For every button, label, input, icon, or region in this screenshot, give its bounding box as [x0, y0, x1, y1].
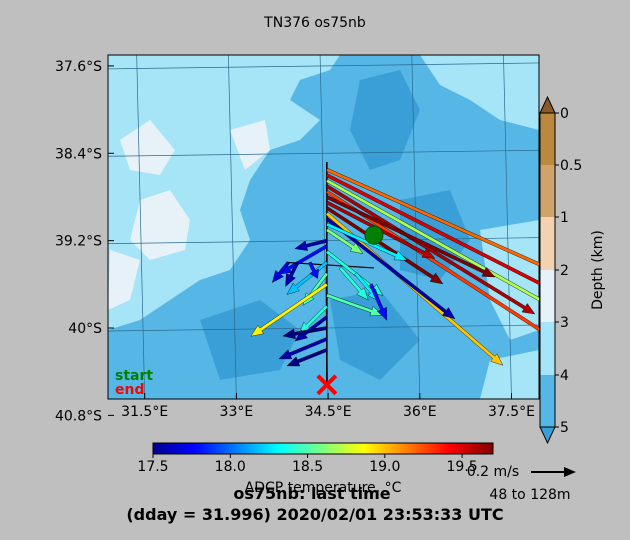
current-vector — [325, 222, 408, 261]
current-vector — [325, 184, 536, 315]
depth-colorbar-tick-label: 1 — [560, 210, 569, 226]
depth-colorbar: 0 0.5 1 2 3 4 5 — [539, 95, 582, 445]
temperature-colorbar-tick-label: 18.5 — [292, 459, 323, 475]
depth-colorbar-segment — [540, 165, 555, 217]
current-vector — [325, 228, 364, 254]
longitude-tick-label: 31.5°E — [121, 404, 168, 420]
longitude-tick-label: 34.5°E — [305, 404, 352, 420]
track-markers — [316, 225, 384, 396]
footer-line-2: (dday = 31.996) 2020/02/01 23:53:33 UTC — [126, 505, 503, 524]
end-marker — [316, 374, 338, 396]
chart-title: TN376 os75nb — [263, 15, 366, 31]
latitude-tick-labels: 37.6°S 38.4°S 39.2°S 40°S 40.8°S — [55, 59, 102, 424]
current-vector — [369, 283, 388, 321]
depth-colorbar-extend-bottom — [539, 426, 556, 445]
shallow-region-west — [108, 55, 340, 330]
current-vector — [325, 206, 444, 285]
depth-colorbar-segment — [540, 217, 555, 270]
track-line — [288, 261, 374, 269]
depth-colorbar-tick-label: 2 — [560, 263, 569, 279]
depth-colorbar-tick-label: 4 — [560, 368, 569, 384]
current-vector — [285, 261, 300, 287]
footer-line-1: os75nb: last time — [233, 484, 390, 503]
temperature-colorbar — [152, 442, 494, 455]
depth-colorbar-tick-label: 0.5 — [560, 158, 582, 174]
current-vector — [286, 348, 328, 367]
latitude-tick-label: 40.8°S — [55, 408, 102, 424]
current-vectors — [250, 167, 539, 367]
latitude-gridline — [108, 62, 539, 70]
depth-colorbar-tick-label: 0 — [560, 106, 569, 122]
latitude-gridline — [108, 149, 539, 157]
depth-colorbar-segment — [540, 375, 555, 427]
map-axis-ticks — [108, 65, 512, 416]
temperature-colorbar-ticks: 17.5 18.0 18.5 19.0 19.5 — [137, 454, 478, 475]
legend-start: start — [115, 368, 153, 384]
deep-region — [350, 70, 420, 170]
current-vector — [294, 238, 328, 251]
start-marker — [364, 225, 384, 245]
longitude-gridline — [411, 55, 421, 399]
longitude-gridline — [136, 55, 146, 399]
latitude-tick-label: 40°S — [68, 321, 102, 337]
depth-colorbar-tick-label: 3 — [560, 315, 569, 331]
shallow-region-northeast — [420, 55, 539, 130]
current-vector — [338, 266, 369, 301]
shallow-patch — [120, 120, 175, 175]
shallow-patch — [230, 120, 270, 170]
depth-colorbar-segment — [540, 270, 555, 322]
temperature-colorbar-tick-label: 18.0 — [215, 459, 246, 475]
depth-colorbar-label: Depth (km) — [590, 230, 606, 310]
latitude-tick-label: 37.6°S — [55, 59, 102, 75]
scale-arrow-label: 0.2 m/s — [467, 464, 519, 480]
latitude-tick-label: 39.2°S — [55, 234, 102, 250]
map-frame — [107, 54, 540, 400]
current-vector — [325, 167, 539, 267]
map-panel — [107, 54, 540, 400]
depth-colorbar-extend-top — [539, 95, 556, 114]
longitude-gridline — [503, 55, 512, 399]
depth-colorbar-tick-label: 5 — [560, 420, 569, 436]
shallow-patch — [108, 250, 140, 310]
longitude-gridline — [228, 55, 237, 399]
longitude-tick-label: 33°E — [220, 404, 254, 420]
temperature-colorbar-tick-label: 19.0 — [369, 459, 400, 475]
scale-arrow-head — [564, 467, 576, 477]
current-vector — [325, 195, 496, 278]
temperature-colorbar-tick-label: 17.5 — [137, 459, 168, 475]
longitude-tick-label: 37.5°E — [488, 404, 535, 420]
current-vector — [271, 261, 290, 283]
current-vector — [282, 326, 328, 340]
temperature-colorbar-label: ADCP temperature, °C — [245, 480, 402, 496]
longitude-tick-labels: 31.5°E 33°E 34.5°E 36°E 37.5°E — [121, 404, 535, 420]
depth-colorbar-segment — [540, 322, 555, 375]
legend-end: end — [115, 382, 144, 398]
current-vector — [278, 244, 328, 275]
depth-colorbar-segment — [540, 113, 555, 165]
current-vector — [325, 173, 539, 285]
latitude-tick-label: 38.4°S — [55, 146, 102, 162]
current-vector — [308, 261, 319, 279]
current-vector — [278, 337, 328, 360]
depth-range-label: 48 to 128m — [489, 487, 570, 503]
longitude-tick-label: 36°E — [403, 404, 437, 420]
current-vector — [250, 282, 329, 337]
deep-region — [330, 290, 420, 380]
temperature-colorbar-tick-label: 19.5 — [447, 459, 478, 475]
